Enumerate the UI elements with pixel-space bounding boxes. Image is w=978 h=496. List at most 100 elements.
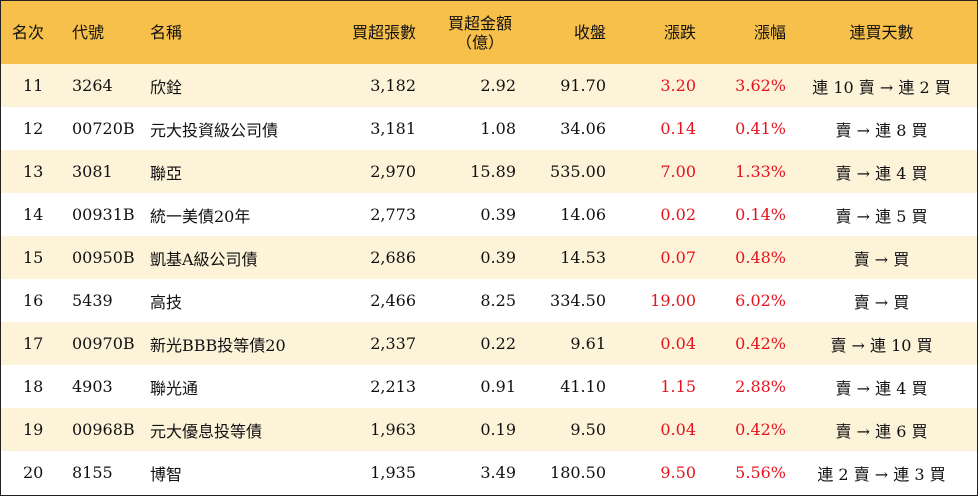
- cell-change-pct: 3.62%: [735, 76, 786, 95]
- header-change-pct: 漲幅: [753, 23, 786, 42]
- cell-rank: 20: [23, 463, 44, 482]
- header-change: 漲跌: [663, 23, 696, 42]
- cell-change: 9.50: [660, 463, 696, 482]
- table-row: 13 3081 聯亞 2,970 15.89 535.00 7.00 1.33%…: [1, 150, 977, 193]
- cell-days: 賣 → 連 5 買: [835, 206, 928, 226]
- cell-code: 4903: [72, 377, 113, 396]
- table-header-row: 名次 代號 名稱 買超張數 買超金額 （億） 收盤 漲跌 漲幅 連買天數: [1, 1, 977, 64]
- table-row: 18 4903 聯光通 2,213 0.91 41.10 1.15 2.88% …: [1, 365, 977, 408]
- cell-amount: 3.49: [480, 463, 516, 482]
- cell-change-pct: 6.02%: [735, 291, 786, 310]
- cell-name: 聯亞: [150, 163, 183, 183]
- cell-rank: 15: [23, 248, 44, 267]
- cell-close: 9.50: [570, 420, 606, 439]
- cell-close: 14.06: [560, 205, 606, 224]
- cell-change: 19.00: [650, 291, 696, 310]
- cell-name: 凱基A級公司債: [150, 249, 258, 269]
- header-name: 名稱: [150, 23, 183, 42]
- cell-close: 91.70: [560, 76, 606, 95]
- cell-shares: 1,963: [370, 420, 416, 439]
- cell-code: 00970B: [72, 334, 135, 353]
- cell-change-pct: 5.56%: [735, 463, 786, 482]
- cell-days: 賣 → 買: [853, 292, 910, 312]
- cell-change: 0.14: [660, 119, 696, 138]
- cell-change-pct: 0.41%: [735, 119, 786, 138]
- cell-amount: 2.92: [480, 76, 516, 95]
- cell-change-pct: 0.42%: [735, 420, 786, 439]
- cell-change: 0.02: [660, 205, 696, 224]
- cell-days: 賣 → 連 10 買: [830, 335, 933, 355]
- cell-amount: 0.91: [480, 377, 516, 396]
- cell-change-pct: 0.14%: [735, 205, 786, 224]
- header-net-buy-amount: 買超金額 （億）: [416, 1, 516, 64]
- cell-close: 334.50: [550, 291, 606, 310]
- cell-close: 41.10: [560, 377, 606, 396]
- cell-code: 3081: [72, 162, 113, 181]
- header-close: 收盤: [573, 23, 606, 42]
- cell-change-pct: 0.48%: [735, 248, 786, 267]
- cell-rank: 11: [23, 76, 44, 95]
- cell-days: 賣 → 連 4 買: [835, 163, 928, 183]
- cell-amount: 8.25: [480, 291, 516, 310]
- cell-name: 元大投資級公司債: [150, 120, 279, 140]
- header-net-buy-amount-line2: （億）: [455, 32, 504, 52]
- cell-amount: 0.39: [480, 248, 516, 267]
- cell-close: 9.61: [570, 334, 606, 353]
- cell-days: 賣 → 連 8 買: [835, 120, 928, 140]
- cell-change-pct: 1.33%: [735, 162, 786, 181]
- cell-name: 元大優息投等債: [150, 421, 263, 441]
- cell-close: 14.53: [560, 248, 606, 267]
- cell-shares: 3,182: [370, 76, 416, 95]
- cell-change: 0.07: [660, 248, 696, 267]
- cell-change: 0.04: [660, 420, 696, 439]
- table-row: 14 00931B 統一美債20年 2,773 0.39 14.06 0.02 …: [1, 193, 977, 236]
- cell-rank: 13: [23, 162, 44, 181]
- cell-days: 賣 → 連 4 買: [835, 378, 928, 398]
- cell-change: 0.04: [660, 334, 696, 353]
- cell-name: 聯光通: [150, 378, 199, 398]
- cell-code: 8155: [72, 463, 113, 482]
- cell-rank: 18: [23, 377, 44, 396]
- cell-amount: 0.39: [480, 205, 516, 224]
- cell-amount: 0.22: [480, 334, 516, 353]
- cell-shares: 2,773: [370, 205, 416, 224]
- cell-days: 連 2 賣 → 連 3 買: [817, 464, 946, 484]
- cell-rank: 17: [23, 334, 44, 353]
- table-row: 20 8155 博智 1,935 3.49 180.50 9.50 5.56% …: [1, 451, 977, 494]
- table-row: 16 5439 高技 2,466 8.25 334.50 19.00 6.02%…: [1, 279, 977, 322]
- cell-change-pct: 2.88%: [735, 377, 786, 396]
- table-row: 15 00950B 凱基A級公司債 2,686 0.39 14.53 0.07 …: [1, 236, 977, 279]
- cell-code: 5439: [72, 291, 113, 310]
- cell-code: 3264: [72, 76, 113, 95]
- cell-days: 賣 → 買: [853, 249, 910, 269]
- cell-close: 180.50: [550, 463, 606, 482]
- cell-change-pct: 0.42%: [735, 334, 786, 353]
- cell-shares: 1,935: [370, 463, 416, 482]
- cell-code: 00720B: [72, 119, 135, 138]
- cell-name: 統一美債20年: [150, 206, 251, 226]
- cell-close: 535.00: [550, 162, 606, 181]
- cell-days: 賣 → 連 6 買: [835, 421, 928, 441]
- cell-rank: 12: [23, 119, 44, 138]
- table-row: 17 00970B 新光BBB投等債20 2,337 0.22 9.61 0.0…: [1, 322, 977, 365]
- cell-code: 00931B: [72, 205, 135, 224]
- cell-shares: 2,970: [370, 162, 416, 181]
- table-row: 11 3264 欣銓 3,182 2.92 91.70 3.20 3.62% 連…: [1, 64, 977, 107]
- cell-code: 00950B: [72, 248, 135, 267]
- header-code: 代號: [72, 23, 105, 42]
- cell-change: 1.15: [660, 377, 696, 396]
- table-row: 12 00720B 元大投資級公司債 3,181 1.08 34.06 0.14…: [1, 107, 977, 150]
- cell-amount: 1.08: [480, 119, 516, 138]
- header-net-buy-shares: 買超張數: [351, 23, 416, 42]
- cell-change: 3.20: [660, 76, 696, 95]
- header-net-buy-amount-line1: 買超金額: [447, 13, 512, 33]
- cell-amount: 15.89: [470, 162, 516, 181]
- cell-code: 00968B: [72, 420, 135, 439]
- cell-rank: 19: [23, 420, 44, 439]
- cell-rank: 16: [23, 291, 44, 310]
- cell-shares: 2,466: [370, 291, 416, 310]
- cell-name: 欣銓: [150, 77, 183, 97]
- cell-shares: 2,213: [370, 377, 416, 396]
- cell-name: 新光BBB投等債20: [150, 335, 286, 355]
